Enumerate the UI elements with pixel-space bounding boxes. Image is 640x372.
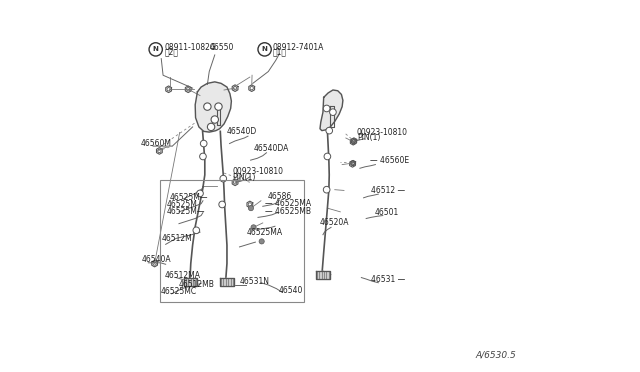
Circle shape	[251, 225, 256, 230]
Text: A/6530.5: A/6530.5	[475, 350, 516, 360]
Circle shape	[248, 206, 253, 211]
Circle shape	[211, 116, 218, 123]
Circle shape	[196, 190, 204, 197]
Text: 46512 —: 46512 —	[371, 186, 405, 195]
Text: 46531N: 46531N	[239, 277, 269, 286]
Circle shape	[200, 140, 207, 147]
Text: 46525M—: 46525M—	[167, 206, 205, 216]
Text: 〈2〉: 〈2〉	[164, 48, 178, 57]
Polygon shape	[195, 82, 232, 132]
Circle shape	[200, 153, 206, 160]
Text: 46540: 46540	[278, 286, 303, 295]
Text: 46525M—: 46525M—	[170, 193, 208, 202]
Text: 08912-7401A: 08912-7401A	[273, 43, 324, 52]
Circle shape	[326, 127, 333, 134]
Text: — 46525MB: — 46525MB	[264, 206, 310, 216]
Text: 〈1〉: 〈1〉	[273, 48, 287, 57]
Polygon shape	[220, 278, 234, 286]
Text: 46540DA: 46540DA	[253, 144, 289, 153]
Text: 46540D: 46540D	[227, 127, 257, 136]
Text: 46560M: 46560M	[141, 139, 172, 148]
Text: 00923-10810: 00923-10810	[357, 128, 408, 137]
Text: 46586: 46586	[268, 192, 292, 201]
Polygon shape	[320, 90, 343, 131]
Text: 46512M: 46512M	[162, 234, 193, 243]
Circle shape	[259, 239, 264, 244]
Text: 46525M: 46525M	[167, 200, 198, 209]
Text: 46525MC: 46525MC	[161, 287, 196, 296]
Text: 46540A: 46540A	[142, 255, 172, 264]
Circle shape	[204, 103, 211, 110]
Circle shape	[207, 123, 215, 131]
Text: PIN(1): PIN(1)	[357, 133, 380, 142]
Circle shape	[323, 105, 330, 112]
Circle shape	[323, 186, 330, 193]
Text: 46550: 46550	[209, 43, 234, 52]
Circle shape	[193, 227, 200, 234]
Circle shape	[220, 175, 227, 182]
Polygon shape	[316, 271, 330, 279]
Circle shape	[215, 103, 222, 110]
Text: 46501: 46501	[374, 208, 399, 217]
Text: N: N	[153, 46, 159, 52]
Text: 46531 —: 46531 —	[371, 275, 405, 283]
Circle shape	[324, 153, 331, 160]
Text: PIN(1): PIN(1)	[232, 173, 255, 182]
Circle shape	[330, 109, 336, 115]
Circle shape	[219, 201, 225, 208]
Text: 46525MA: 46525MA	[247, 228, 283, 237]
Text: N: N	[262, 46, 268, 52]
Bar	[161, 180, 305, 302]
Polygon shape	[184, 278, 197, 286]
Text: 00923-10810: 00923-10810	[232, 167, 283, 176]
Text: 46520A: 46520A	[319, 218, 349, 227]
Text: 08911-1082G: 08911-1082G	[164, 43, 216, 52]
Text: — 46525MA: — 46525MA	[266, 199, 312, 208]
Text: 46512MB: 46512MB	[179, 280, 215, 289]
Text: — 46560E: — 46560E	[370, 156, 409, 166]
Text: 46512MA: 46512MA	[165, 271, 201, 280]
